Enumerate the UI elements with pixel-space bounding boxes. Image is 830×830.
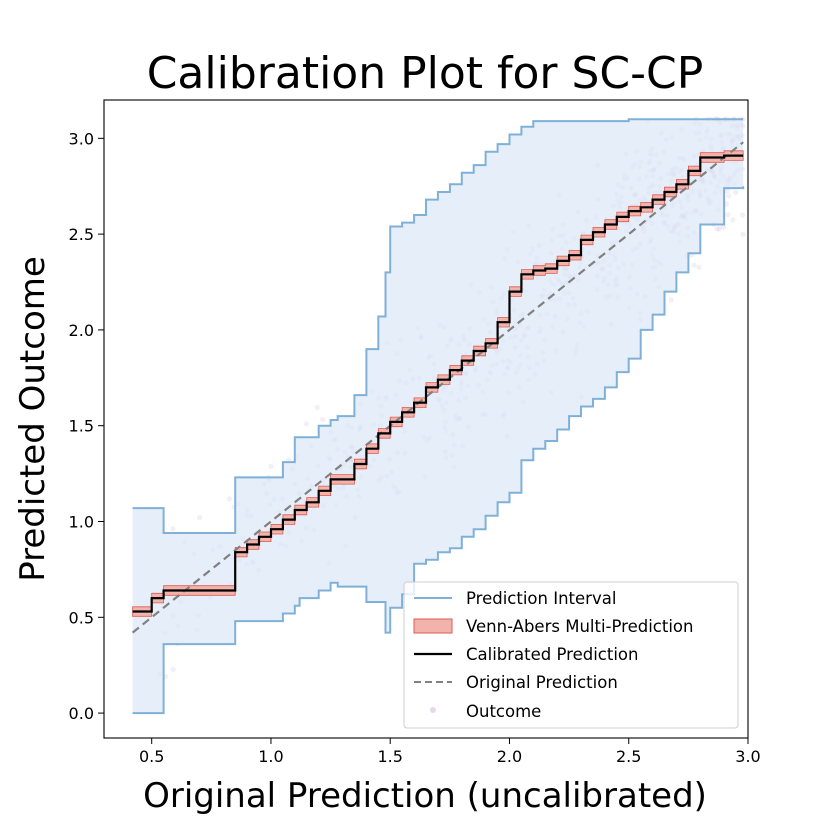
outcome-point [668, 297, 674, 303]
outcome-point [303, 421, 309, 427]
outcome-point [730, 217, 736, 223]
legend-label-outcome: Outcome [466, 702, 541, 721]
chart-title: Calibration Plot for SC-CP [147, 48, 704, 99]
legend-label-band: Venn-Abers Multi-Prediction [466, 617, 693, 636]
prediction-interval-area [132, 118, 745, 715]
outcome-point [716, 226, 723, 232]
outcome-point [314, 404, 320, 411]
y-tick-label: 2.5 [69, 225, 94, 244]
x-tick-label: 1.5 [377, 747, 402, 766]
outcome-point [691, 262, 697, 268]
legend-label-original: Original Prediction [466, 673, 618, 692]
interval-upper-line [132, 118, 744, 534]
outcome-point [226, 496, 232, 502]
outcome-point [739, 212, 746, 218]
outcome-point [196, 515, 203, 521]
legend-label-interval: Prediction Interval [466, 589, 616, 608]
outcome-point [696, 264, 702, 270]
plot-frame [103, 99, 749, 739]
outcome-point [286, 457, 292, 463]
legend-swatch-band [413, 618, 453, 634]
interval-fill [132, 119, 744, 714]
y-axis-label: Predicted Outcome [13, 256, 53, 582]
outcome-point [720, 224, 727, 230]
y-tick-label: 0.0 [69, 704, 94, 723]
x-axis-label: Original Prediction (uncalibrated) [143, 776, 707, 816]
outcome-point [170, 666, 176, 673]
x-tick-label: 3.0 [735, 747, 760, 766]
legend-swatch-outcome [430, 707, 436, 713]
outcome-point [726, 193, 732, 199]
y-tick-label: 3.0 [69, 129, 94, 148]
x-tick-label: 2.5 [616, 747, 641, 766]
outcome-point [170, 526, 176, 532]
y-tick-label: 1.0 [69, 513, 94, 532]
legend: Prediction Interval Venn-Abers Multi-Pre… [403, 581, 739, 729]
outcome-point [714, 226, 720, 232]
x-tick-label: 2.0 [497, 747, 522, 766]
y-tick-label: 2.0 [69, 321, 94, 340]
series-lines [131, 141, 744, 634]
outcome-point [724, 188, 731, 194]
y-tick-label: 0.5 [69, 608, 94, 627]
x-tick-label: 0.5 [139, 747, 164, 766]
interval-lower-line [132, 186, 745, 715]
y-axis-ticks: 0.0 0.5 1.0 1.5 2.0 2.5 3.0 [69, 129, 104, 723]
outcome-point [320, 417, 326, 423]
outcome-point [723, 201, 730, 207]
legend-label-calibrated: Calibrated Prediction [466, 645, 638, 664]
x-tick-label: 1.0 [258, 747, 283, 766]
outcome-point [740, 231, 746, 237]
calibrated-prediction-line [132, 154, 744, 613]
x-axis-ticks: 0.5 1.0 1.5 2.0 2.5 3.0 [139, 738, 761, 766]
legend-box [403, 581, 739, 729]
y-tick-label: 1.5 [69, 417, 94, 436]
outcome-point [725, 212, 731, 218]
outcome-point [268, 463, 274, 470]
outcome-point [733, 189, 739, 195]
